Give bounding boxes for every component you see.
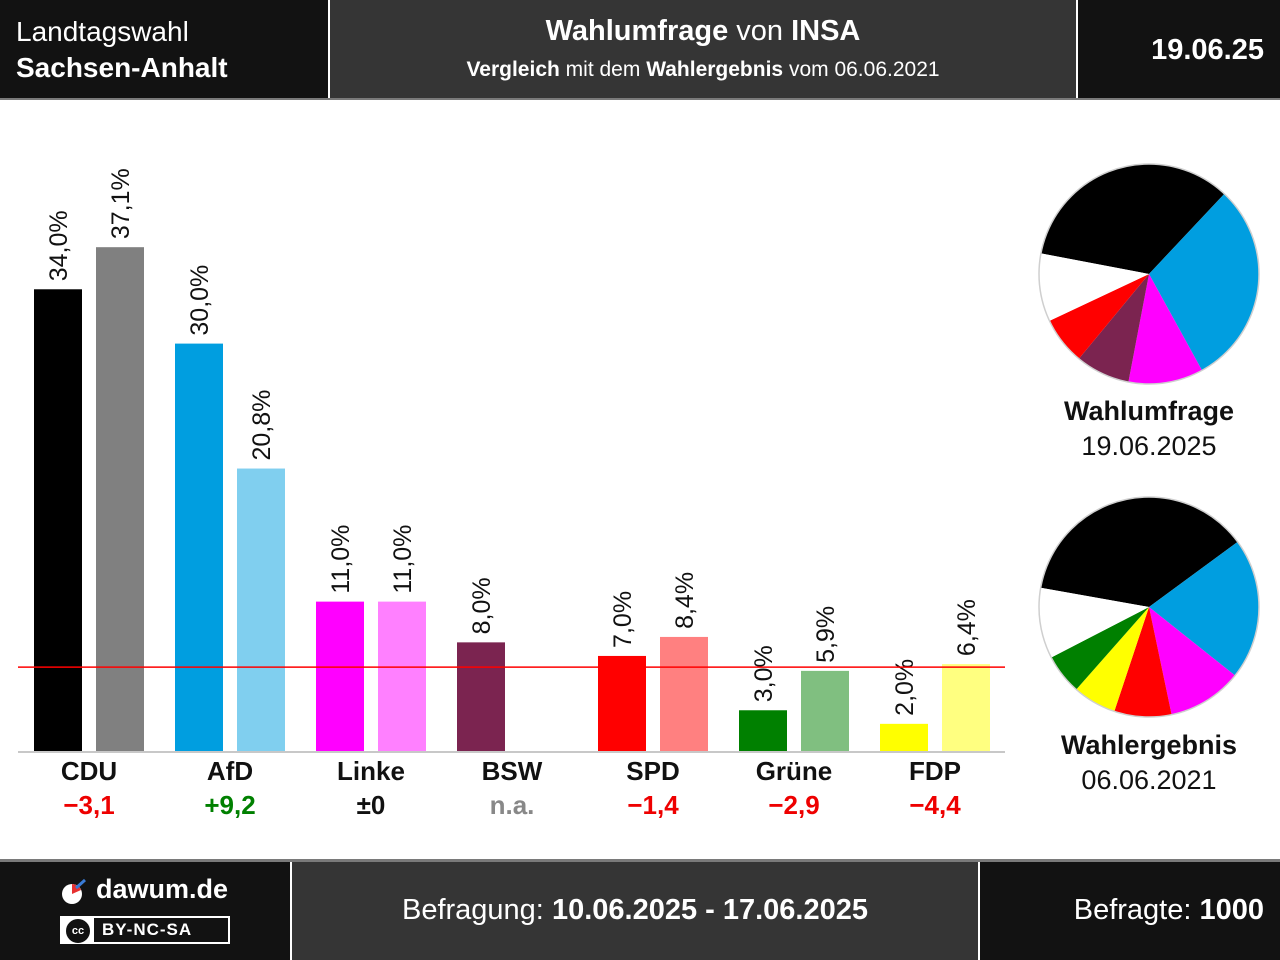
change-label-linke: ±0: [357, 790, 386, 820]
bar-result-grüne: [801, 670, 849, 751]
poll-date: 19.06.25: [1151, 34, 1264, 66]
change-label-afd: +9,2: [204, 790, 255, 820]
poll-subtitle: Vergleich mit dem Wahlergebnis vom 06.06…: [466, 58, 940, 81]
poll-title: Wahlumfrage von INSA: [545, 15, 861, 47]
category-label-afd: AfD: [207, 756, 253, 786]
pie-slice-other: [1039, 253, 1149, 321]
category-label-grüne: Grüne: [756, 756, 833, 786]
bar-result-spd: [660, 636, 708, 751]
pie-chart-survey: [1038, 163, 1260, 385]
category-label-bsw: BSW: [482, 756, 543, 786]
pie-outline: [1038, 496, 1260, 718]
value-label-result-fdp: 6,4%: [953, 599, 981, 656]
header-date-region: 19.06.25: [1078, 0, 1280, 98]
pie-survey-date: 19.06.2025: [1081, 431, 1217, 461]
bar-survey-fdp: [880, 723, 928, 751]
footer-respondents-region: Befragte: 1000: [980, 862, 1280, 960]
value-label-result-afd: 20,8%: [248, 390, 276, 461]
cc-icon: cc: [66, 919, 90, 943]
value-label-survey-fdp: 2,0%: [891, 659, 919, 716]
value-label-survey-linke: 11,0%: [327, 525, 355, 594]
value-label-result-linke: 11,0%: [389, 525, 417, 594]
change-label-bsw: n.a.: [490, 790, 535, 820]
pie-slice-spd: [1049, 274, 1149, 359]
pie-result-date: 06.06.2021: [1081, 765, 1217, 795]
change-label-grüne: −2,9: [768, 790, 819, 820]
pie-slice-fdp: [1076, 607, 1149, 712]
bar-survey-linke: [316, 601, 364, 751]
value-label-result-grüne: 5,9%: [812, 606, 840, 663]
pie-slice-linke: [1128, 274, 1202, 384]
bar-result-linke: [378, 601, 426, 751]
license-text: BY-NC-SA: [102, 920, 193, 939]
bar-result-fdp: [942, 664, 990, 751]
bar-survey-afd: [175, 343, 223, 751]
header-title-region: Wahlumfrage von INSA Vergleich mit dem W…: [330, 0, 1076, 98]
pie-slice-afd: [1149, 193, 1259, 371]
bar-chart: 34,0% 37,1% CDU −3,1 30,0% 20,8% AfD +9,2 11,0% 1…: [18, 168, 1005, 820]
footer-period-region: Befragung: 10.06.2025 - 17.06.2025: [292, 862, 978, 960]
header-divider: [0, 98, 1280, 100]
bar-survey-spd: [598, 655, 646, 751]
pie-outline: [1038, 163, 1260, 385]
pie-slice-grüne: [1051, 607, 1149, 690]
value-label-survey-afd: 30,0%: [186, 265, 214, 336]
pie-survey-title: Wahlumfrage: [1063, 396, 1234, 426]
value-label-survey-bsw: 8,0%: [468, 577, 496, 634]
brand-name[interactable]: dawum.de: [96, 874, 229, 904]
footer-divider: [0, 859, 1280, 862]
state-name: Sachsen-Anhalt: [16, 52, 228, 83]
bar-survey-cdu: [34, 289, 82, 751]
value-label-result-cdu: 37,1%: [107, 168, 135, 239]
category-label-cdu: CDU: [61, 756, 117, 786]
license-badge[interactable]: cc BY-NC-SA: [60, 916, 230, 944]
bar-result-afd: [237, 468, 285, 751]
header-region: Landtagswahl Sachsen-Anhalt: [0, 0, 328, 98]
pie-slice-cdu: [1040, 164, 1225, 274]
footer-brand-region: dawum.de cc BY-NC-SA: [0, 862, 290, 960]
change-label-spd: −1,4: [627, 790, 679, 820]
survey-period: Befragung: 10.06.2025 - 17.06.2025: [401, 894, 868, 926]
pie-slice-linke: [1149, 607, 1236, 715]
election-type: Landtagswahl: [16, 16, 189, 47]
change-label-fdp: −4,4: [909, 790, 961, 820]
value-label-survey-spd: 7,0%: [609, 591, 637, 648]
pie-result-title: Wahlergebnis: [1060, 730, 1238, 760]
category-label-spd: SPD: [626, 756, 679, 786]
pie-slice-cdu: [1040, 497, 1238, 607]
category-label-linke: Linke: [337, 756, 405, 786]
category-label-fdp: FDP: [909, 756, 961, 786]
pie-slice-other: [1039, 587, 1149, 658]
value-label-survey-cdu: 34,0%: [45, 210, 73, 281]
bar-result-cdu: [96, 247, 144, 751]
pie-slice-spd: [1114, 607, 1172, 717]
pie-logo-icon: [62, 878, 86, 904]
respondents: Befragte: 1000: [1073, 894, 1264, 926]
change-label-cdu: −3,1: [63, 790, 114, 820]
bar-survey-grüne: [739, 710, 787, 751]
value-label-survey-grüne: 3,0%: [750, 645, 778, 702]
value-label-result-spd: 8,4%: [671, 572, 699, 629]
pie-slice-bsw: [1078, 274, 1149, 383]
pie-chart-result: [1038, 496, 1260, 718]
bar-survey-bsw: [457, 642, 505, 751]
pie-slice-afd: [1149, 541, 1259, 676]
